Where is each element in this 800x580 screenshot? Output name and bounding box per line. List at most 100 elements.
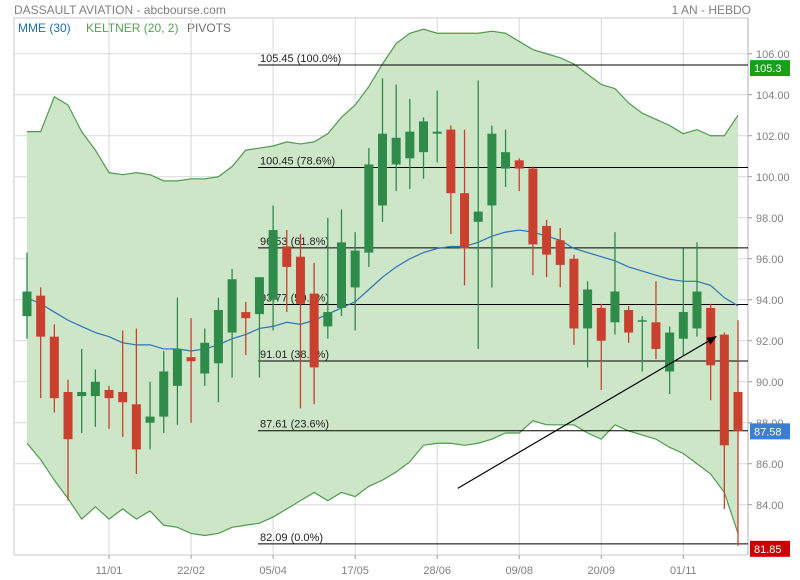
- candle-down: [241, 301, 251, 356]
- candle-body: [733, 392, 743, 431]
- candle-body: [678, 312, 688, 339]
- indicator-mme-label[interactable]: MME (30): [18, 21, 71, 35]
- candle-body: [405, 131, 415, 159]
- trendline-arrow: [457, 336, 717, 489]
- candle-body: [104, 389, 114, 399]
- candle-up: [254, 277, 264, 378]
- candle-body: [323, 312, 333, 327]
- candle-down: [295, 234, 305, 409]
- candle-body: [665, 332, 675, 372]
- candle-up: [364, 148, 374, 267]
- candle-body: [309, 293, 319, 368]
- x-tick-label: 28/06: [423, 565, 451, 577]
- candle-body: [692, 291, 702, 329]
- candle-up: [213, 297, 223, 403]
- candle-body: [227, 279, 237, 333]
- y-axis: 84.0086.0088.0090.0092.0094.0096.0098.00…: [748, 49, 790, 512]
- candle-body: [555, 240, 565, 265]
- candle-up: [200, 328, 210, 386]
- candle-body: [596, 307, 606, 341]
- candle-body: [241, 312, 251, 319]
- candle-body: [186, 357, 196, 362]
- candle-body: [419, 121, 429, 153]
- candle-body: [473, 211, 483, 222]
- candle-body: [63, 392, 73, 440]
- x-axis: 11/01 22/02 05/04 17/05 28/06 09/08 20/09 01/11: [96, 555, 697, 577]
- price-badge-high: 105.3: [750, 60, 790, 77]
- candle-down: [596, 303, 606, 390]
- candle-body: [350, 250, 360, 288]
- y-tick-label: 100.00: [756, 172, 790, 184]
- price-badges: 105.3 87.58 81.85: [750, 60, 790, 557]
- candle-body: [446, 129, 456, 194]
- candle-up: [145, 381, 155, 450]
- candle-down: [104, 385, 114, 429]
- y-tick-label: 104.00: [756, 90, 790, 102]
- candle-up: [159, 351, 169, 433]
- candle-up: [350, 232, 360, 331]
- candle-body: [282, 246, 292, 267]
- candle-up: [268, 205, 278, 331]
- candle-down: [36, 287, 46, 399]
- price-badge-bg: [750, 423, 790, 440]
- candle-body: [514, 160, 524, 169]
- price-badge-label: 81.85: [754, 544, 782, 556]
- candle-up: [22, 252, 32, 339]
- y-tick-label: 92.00: [756, 336, 784, 348]
- candle-down: [651, 281, 661, 360]
- candle-body: [364, 164, 374, 253]
- candle-down: [528, 166, 538, 276]
- level-label: 82.09 (0.0%): [260, 532, 323, 544]
- level-label: 100.45 (78.6%): [260, 156, 335, 168]
- candle-down: [186, 318, 196, 423]
- candle-up: [678, 248, 688, 356]
- x-tick-label: 11/01: [96, 565, 123, 577]
- candle-body: [77, 392, 87, 397]
- candle-body: [49, 336, 59, 399]
- candle-body: [432, 131, 442, 134]
- trendline[interactable]: [457, 336, 717, 489]
- candle-body: [254, 277, 264, 315]
- candle-down: [624, 305, 634, 343]
- candle-body: [624, 310, 634, 333]
- candle-up: [583, 281, 593, 368]
- candle-body: [528, 168, 538, 245]
- candle-up: [610, 232, 620, 335]
- level-label: 91.01 (38.2%): [260, 349, 329, 361]
- candle-up: [692, 242, 702, 337]
- keltner-band: [26, 28, 739, 537]
- level-label: 87.61 (23.6%): [260, 419, 329, 431]
- candle-body: [460, 193, 470, 249]
- candle-body: [501, 152, 511, 169]
- candles: [22, 78, 743, 546]
- price-badge-label: 105.3: [754, 63, 782, 75]
- indicator-pivots-label[interactable]: PIVOTS: [187, 21, 232, 35]
- keltner-fill: [27, 29, 738, 536]
- price-badge-bg: [750, 540, 790, 557]
- candle-up: [391, 84, 401, 192]
- mme-polyline: [26, 229, 739, 352]
- candle-body: [336, 242, 346, 308]
- price-badge-last: 87.58: [750, 423, 790, 440]
- x-tick-label: 22/02: [177, 565, 205, 577]
- x-tick-label: 17/05: [341, 565, 369, 577]
- candle-up: [665, 326, 675, 395]
- level-label: 105.45 (100.0%): [260, 53, 341, 65]
- candle-body: [131, 404, 141, 450]
- candle-body: [22, 291, 32, 317]
- candle-up: [473, 80, 483, 349]
- candle-up: [90, 369, 100, 427]
- candle-up: [501, 129, 511, 187]
- x-tick-label: 09/08: [505, 565, 533, 577]
- candle-up: [378, 78, 387, 222]
- candle-body: [172, 348, 182, 386]
- candle-up: [419, 117, 429, 179]
- candle-down: [446, 125, 456, 235]
- candle-down: [514, 158, 524, 192]
- candle-body: [118, 392, 128, 403]
- candle-body: [651, 322, 661, 349]
- candle-body: [200, 342, 210, 374]
- candle-down: [63, 379, 73, 501]
- keltner-lower-line: [26, 420, 739, 537]
